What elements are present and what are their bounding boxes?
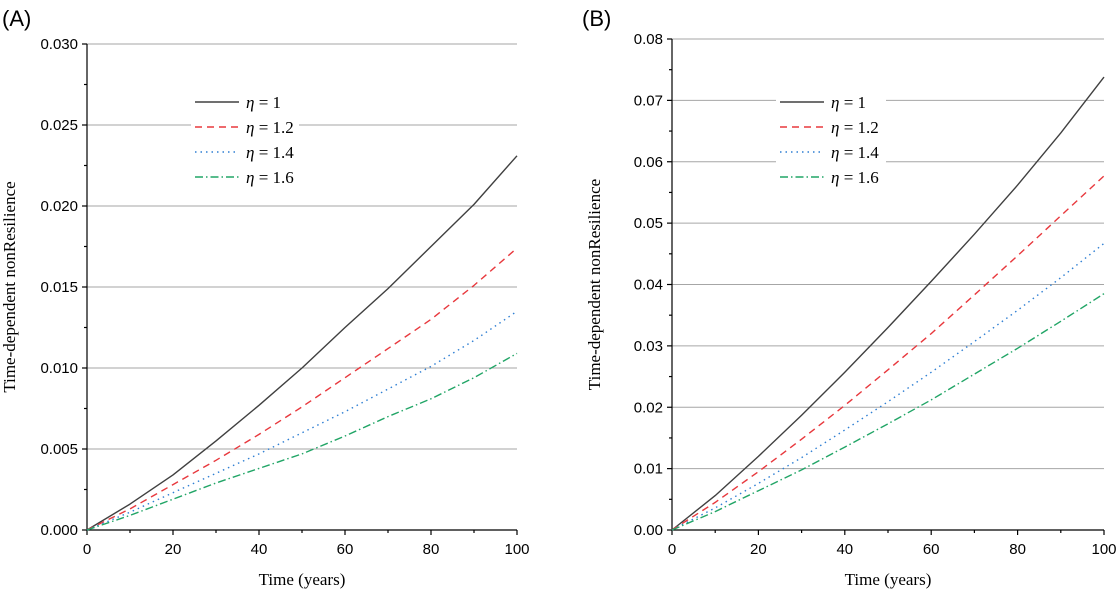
series-line-2 bbox=[86, 247, 518, 531]
x-tick-label: 80 bbox=[1009, 541, 1026, 558]
x-tick-label: 80 bbox=[423, 541, 440, 558]
legend-entry: η = 1.6 bbox=[831, 168, 879, 187]
y-tick-label: 0.07 bbox=[634, 92, 663, 109]
x-tick-label: 40 bbox=[251, 541, 268, 558]
y-tick-label: 0.06 bbox=[634, 154, 663, 171]
series-line-1 bbox=[86, 155, 518, 531]
legend-symbol: η bbox=[246, 93, 254, 112]
legend: η = 1η = 1.2η = 1.4η = 1.6 bbox=[191, 90, 299, 192]
x-tick-label: 100 bbox=[1091, 541, 1116, 558]
legend-entry: η = 1.2 bbox=[831, 118, 879, 137]
y-axis-label: Time-dependent nonResilience bbox=[585, 179, 604, 390]
y-tick-label: 0.08 bbox=[634, 31, 663, 48]
legend-value: = 1.4 bbox=[839, 143, 879, 162]
x-axis-label: Time (years) bbox=[259, 570, 346, 589]
legend-value: = 1.4 bbox=[254, 143, 294, 162]
y-tick-label: 0.015 bbox=[40, 279, 78, 296]
legend-value: = 1.2 bbox=[839, 118, 878, 137]
legend-background bbox=[191, 90, 299, 192]
legend-symbol: η bbox=[831, 93, 839, 112]
y-tick-label: 0.01 bbox=[634, 461, 663, 478]
panel-b: (B) 0.00 0.01 0.02 0.03 0.04 0.05 0.06 0.07 0.08 0… bbox=[582, 6, 1117, 589]
y-tick-label: 0.05 bbox=[634, 215, 663, 232]
legend-entry: η = 1.4 bbox=[831, 143, 879, 162]
y-tick-label: 0.02 bbox=[634, 399, 663, 416]
legend-entry: η = 1 bbox=[831, 93, 866, 112]
legend-symbol: η bbox=[831, 118, 839, 137]
y-tick-label: 0.025 bbox=[40, 117, 78, 134]
x-tick-label: 40 bbox=[836, 541, 853, 558]
x-tick-label: 60 bbox=[923, 541, 940, 558]
x-tick-label: 20 bbox=[750, 541, 767, 558]
series-line-2 bbox=[671, 175, 1105, 531]
legend-value: = 1.2 bbox=[254, 118, 293, 137]
legend-symbol: η bbox=[831, 168, 839, 187]
legend-entry: η = 1.2 bbox=[246, 118, 294, 137]
legend-entry: η = 1 bbox=[246, 93, 281, 112]
y-tick-label: 0.005 bbox=[40, 441, 78, 458]
legend-value: = 1 bbox=[254, 93, 281, 112]
y-tick-label: 0.000 bbox=[40, 522, 78, 539]
x-axis-label: Time (years) bbox=[845, 570, 932, 589]
legend-entry: η = 1.4 bbox=[246, 143, 294, 162]
legend-value: = 1.6 bbox=[839, 168, 878, 187]
series-line-4 bbox=[671, 293, 1105, 531]
legend-value: = 1 bbox=[839, 93, 866, 112]
legend-symbol: η bbox=[246, 118, 254, 137]
legend: η = 1η = 1.2η = 1.4η = 1.6 bbox=[776, 90, 886, 192]
x-tick-label: 0 bbox=[83, 541, 91, 558]
x-tick-label: 20 bbox=[165, 541, 182, 558]
x-tick-label: 0 bbox=[668, 541, 676, 558]
legend-value: = 1.6 bbox=[254, 168, 293, 187]
y-axis-label: Time-dependent nonResilience bbox=[0, 181, 19, 392]
legend-symbol: η bbox=[246, 168, 254, 187]
x-tick-label: 100 bbox=[504, 541, 529, 558]
x-tick-label: 60 bbox=[337, 541, 354, 558]
y-tick-label: 0.010 bbox=[40, 360, 78, 377]
legend-symbol: η bbox=[831, 143, 839, 162]
y-tick-label: 0.030 bbox=[40, 36, 78, 53]
y-tick-label: 0.020 bbox=[40, 198, 78, 215]
series-line-3 bbox=[86, 310, 518, 531]
y-tick-label: 0.03 bbox=[634, 338, 663, 355]
y-tick-label: 0.04 bbox=[634, 277, 663, 294]
series-line-4 bbox=[86, 352, 518, 531]
y-tick-label: 0.00 bbox=[634, 522, 663, 539]
panel-label-b: (B) bbox=[582, 6, 611, 31]
legend-entry: η = 1.6 bbox=[246, 168, 294, 187]
series-line-1 bbox=[671, 76, 1105, 531]
legend-symbol: η bbox=[246, 143, 254, 162]
panel-label-a: (A) bbox=[2, 6, 31, 31]
panel-a: (A) 0.000 0.005 0.010 0.015 0.020 0.025 0.030 0 2… bbox=[0, 6, 530, 589]
legend-background bbox=[776, 90, 886, 192]
